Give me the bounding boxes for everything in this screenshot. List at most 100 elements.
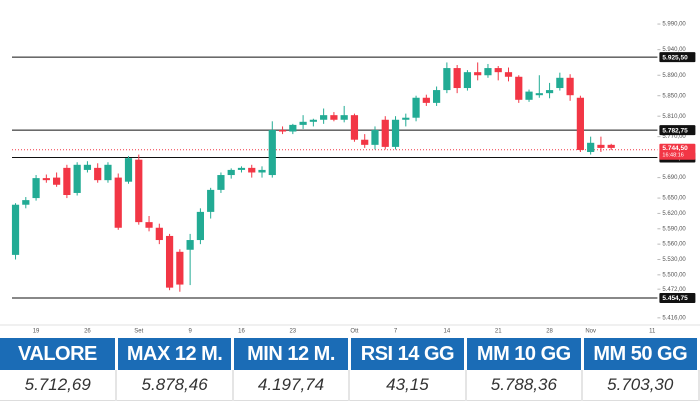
value-cell: 5.712,69 (0, 370, 118, 401)
x-tick-label: Nov (585, 329, 596, 335)
candle-body (433, 90, 441, 103)
last-price-box (659, 143, 696, 160)
candle-body (402, 117, 410, 120)
last-price-label: 5.744,50 (662, 145, 688, 152)
header-row: VALORE MAX 12 M. MIN 12 M. RSI 14 GG MM 10 G… (0, 338, 700, 370)
level-label: 5.925,50 (662, 54, 688, 61)
candle-body (145, 222, 153, 228)
candle-body (494, 68, 502, 73)
y-tick-label: 5.890,00 (662, 73, 686, 79)
candle-body (453, 68, 461, 89)
candle-body (443, 68, 451, 91)
y-tick-label: 5.990,00 (662, 22, 686, 28)
candle-body (340, 115, 348, 120)
candle-body (83, 164, 92, 170)
candle-body (607, 144, 615, 148)
candle-body (114, 177, 122, 228)
candle-body (504, 72, 513, 77)
y-tick-label: 5.530,00 (662, 257, 686, 263)
y-tick-label: 5.416,00 (662, 315, 686, 321)
candle-body (217, 175, 225, 190)
candle-body (474, 72, 482, 76)
y-tick-label: 5.850,00 (662, 93, 686, 99)
x-tick-label: 26 (84, 329, 91, 335)
candle-body (330, 115, 338, 120)
header-cell: VALORE (0, 338, 118, 370)
y-tick-label: 5.650,00 (662, 196, 686, 202)
header-cell: MAX 12 M. (116, 338, 235, 370)
value-cell: 5.703,30 (582, 370, 700, 401)
value-cell: 5.878,46 (116, 370, 234, 401)
candle-body (196, 211, 204, 241)
value-cell: 4.197,74 (232, 370, 351, 401)
candle-body (361, 139, 369, 145)
candle-body (135, 159, 143, 223)
candle-body (289, 124, 297, 132)
candle-body (484, 68, 492, 76)
x-tick-label: 11 (649, 329, 656, 335)
candle-body (207, 189, 215, 212)
candle-body (597, 144, 605, 148)
candle-body (258, 169, 266, 173)
x-tick-label: 21 (495, 329, 502, 335)
x-tick-label: Ott (350, 329, 358, 335)
candle-body (515, 76, 523, 100)
candle-body (53, 177, 61, 185)
candle-body (11, 204, 20, 255)
chart: 5.990,00 5.940,00 5.890,00 5.850,00 5.810,00… (0, 22, 700, 335)
value-row: 5.712,69 5.878,46 4.197,74 43,15 5.788,36 5.7… (0, 370, 700, 401)
candle-body (94, 167, 102, 181)
candle-body (371, 130, 379, 145)
candle-body (63, 167, 71, 195)
candle-body (124, 158, 133, 182)
x-tick-label: 9 (188, 329, 192, 335)
y-tick-label: 5.770,00 (662, 134, 686, 140)
x-tick-label: 7 (394, 329, 398, 335)
y-tick-label: 5.560,00 (662, 242, 686, 248)
candle-body (320, 115, 328, 120)
candle-body (556, 77, 564, 89)
header-cell: MM 10 GG (465, 338, 584, 370)
x-tick-label: 19 (33, 329, 40, 335)
candle-body (381, 119, 389, 147)
candle-body (268, 130, 276, 176)
candle-body (165, 235, 174, 288)
header-cell: RSI 14 GG (349, 338, 468, 370)
candle-body (227, 169, 235, 176)
y-tick-label: 5.690,00 (662, 175, 686, 181)
level-label: 5.782,75 (662, 127, 688, 134)
candle-body (299, 121, 307, 125)
level-box (659, 52, 696, 63)
level-label: 5.454,75 (662, 295, 688, 302)
x-tick-label: 14 (444, 329, 451, 335)
y-tick-label: 5.590,00 (662, 226, 686, 232)
value-cell: 5.788,36 (465, 370, 584, 401)
y-tick-label: 5.500,00 (662, 272, 686, 278)
y-tick-label: 5.940,00 (662, 47, 686, 53)
candle-body (535, 93, 543, 96)
countdown: 16:48:16 (662, 153, 683, 159)
value-cell: 43,15 (349, 370, 467, 401)
candle-body (186, 240, 194, 250)
candle-body (22, 200, 30, 205)
x-tick-label: 28 (546, 329, 553, 335)
level-box (659, 125, 696, 136)
header-cell: MIN 12 M. (232, 338, 351, 370)
y-tick-label: 5.620,00 (662, 211, 686, 217)
stats-table: VALORE MAX 12 M. MIN 12 M. RSI 14 GG MM 10 G… (0, 338, 700, 401)
candle-body (545, 90, 554, 94)
candle-body (73, 164, 81, 193)
candle-body (587, 142, 595, 153)
candle-body (463, 72, 472, 89)
candle-body (176, 251, 184, 285)
y-tick-label: 5.810,00 (662, 114, 686, 120)
candle-body (155, 227, 163, 241)
candle-body (350, 115, 359, 140)
candle-body (566, 77, 574, 96)
candle-body (104, 164, 112, 181)
header-cell: MM 50 GG (582, 338, 700, 370)
candle-body (576, 97, 584, 150)
candle-body (42, 178, 50, 181)
x-tick-label: 16 (238, 329, 245, 335)
